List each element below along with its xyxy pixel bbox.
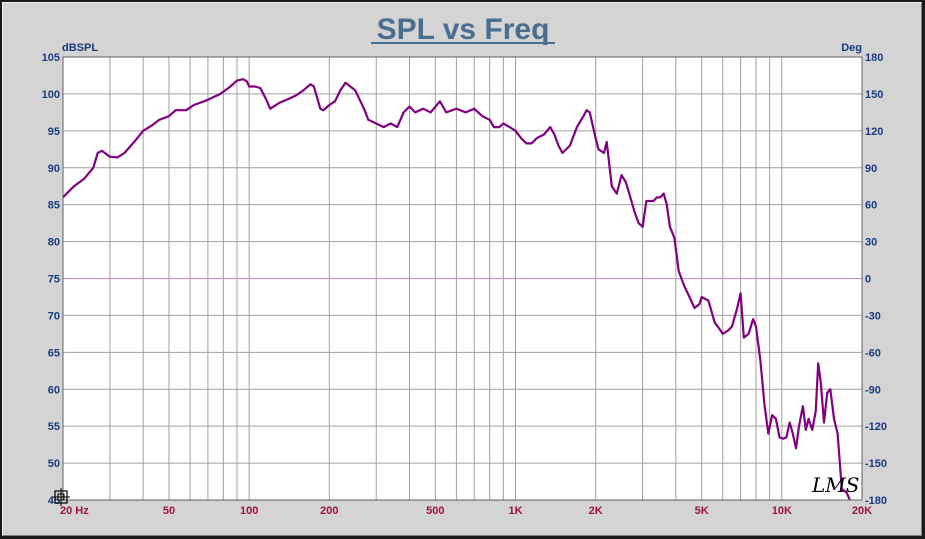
- y2-tick-label: -90: [865, 384, 881, 396]
- chart-title: SPL vs Freq: [377, 13, 550, 46]
- y2-tick-label: 120: [865, 126, 883, 138]
- y-tick-label: 50: [48, 458, 60, 470]
- plot-frame: [62, 56, 863, 501]
- y-axis-left-ticks: 105 100 95 90 85 80 75 70 65 60 55 50 45: [42, 52, 60, 507]
- x-tick-label: 20 Hz: [60, 505, 89, 517]
- y-tick-label: 100: [42, 89, 60, 101]
- x-tick-label: 200: [320, 505, 338, 517]
- spl-curve: [62, 78, 851, 501]
- x-tick-label: 50: [163, 505, 175, 517]
- lms-watermark: LMS: [811, 473, 859, 497]
- y2-tick-label: 150: [865, 89, 883, 101]
- y2-tick-label: -30: [865, 310, 881, 322]
- y-tick-label: 95: [48, 126, 60, 138]
- y2-tick-label: -180: [865, 495, 887, 507]
- x-tick-label: 20K: [852, 505, 872, 517]
- y2-tick-label: 90: [865, 163, 877, 175]
- x-tick-label: 100: [240, 505, 258, 517]
- y-tick-label: 80: [48, 237, 60, 249]
- y2-tick-label: 30: [865, 237, 877, 249]
- y-tick-label: 75: [48, 274, 60, 286]
- y-tick-label: 85: [48, 200, 60, 212]
- y-tick-label: 60: [48, 384, 60, 396]
- x-tick-label: 2K: [589, 505, 603, 517]
- x-tick-label: 5K: [695, 505, 709, 517]
- y2-tick-label: -60: [865, 347, 881, 359]
- y-tick-label: 105: [42, 52, 60, 64]
- y-tick-label: 55: [48, 421, 60, 433]
- y-axis-right-ticks: 180 150 120 90 60 30 0 -30 -60 -90 -120 -150 -180: [865, 52, 887, 507]
- y-tick-label: 45: [48, 495, 60, 507]
- x-axis-ticks: 20 Hz 50 100 200 500 1K 2K 5K 10K 20K: [60, 505, 872, 517]
- y-tick-label: 65: [48, 347, 60, 359]
- y2-tick-label: 180: [865, 52, 883, 64]
- x-tick-label: 1K: [508, 505, 522, 517]
- y-tick-label: 90: [48, 163, 60, 175]
- y-tick-label: 70: [48, 310, 60, 322]
- y-axis-left-label: dBSPL: [62, 42, 98, 54]
- spl-curve-layer: [62, 78, 851, 501]
- x-tick-label: 500: [426, 505, 444, 517]
- y2-tick-label: 0: [865, 274, 871, 286]
- y2-tick-label: -150: [865, 458, 887, 470]
- y2-tick-label: 60: [865, 200, 877, 212]
- x-tick-label: 10K: [772, 505, 792, 517]
- y2-tick-label: -120: [865, 421, 887, 433]
- cursor-marker-icon[interactable]: [52, 488, 70, 506]
- y-axis-right-label: Deg: [841, 42, 862, 54]
